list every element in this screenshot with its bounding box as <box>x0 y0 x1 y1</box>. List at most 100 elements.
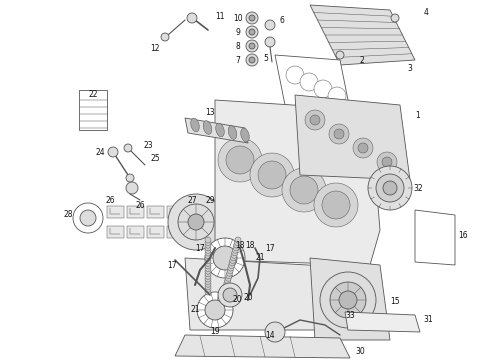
Circle shape <box>329 124 349 144</box>
Text: 1: 1 <box>416 111 420 120</box>
Circle shape <box>205 273 211 279</box>
Circle shape <box>376 174 404 202</box>
Text: 2: 2 <box>360 55 365 64</box>
Text: 4: 4 <box>423 8 428 17</box>
Circle shape <box>124 144 132 152</box>
Circle shape <box>320 272 376 328</box>
Bar <box>106 206 123 218</box>
Text: 21: 21 <box>255 253 265 262</box>
Circle shape <box>246 54 258 66</box>
Circle shape <box>225 275 231 281</box>
Circle shape <box>205 237 211 243</box>
Text: 18: 18 <box>245 240 255 249</box>
Circle shape <box>205 245 211 251</box>
Circle shape <box>232 247 239 253</box>
Circle shape <box>224 278 231 284</box>
Circle shape <box>305 110 325 130</box>
Bar <box>147 226 164 238</box>
Circle shape <box>205 247 211 253</box>
Circle shape <box>314 80 332 98</box>
Ellipse shape <box>203 121 212 134</box>
Circle shape <box>246 26 258 38</box>
Polygon shape <box>415 210 455 265</box>
Circle shape <box>353 138 373 158</box>
Polygon shape <box>345 312 420 332</box>
Text: 25: 25 <box>150 153 160 162</box>
Circle shape <box>368 166 412 210</box>
Bar <box>106 226 123 238</box>
Text: 23: 23 <box>143 140 153 149</box>
Circle shape <box>161 33 169 41</box>
Text: 21: 21 <box>190 306 200 315</box>
Circle shape <box>230 255 237 261</box>
Circle shape <box>226 270 233 276</box>
Circle shape <box>330 282 366 318</box>
Circle shape <box>249 43 255 49</box>
Circle shape <box>249 29 255 35</box>
Polygon shape <box>185 258 370 330</box>
Circle shape <box>205 284 211 290</box>
Circle shape <box>188 214 204 230</box>
Circle shape <box>265 322 285 342</box>
Circle shape <box>310 115 320 125</box>
Circle shape <box>213 246 237 270</box>
Circle shape <box>205 255 211 261</box>
Circle shape <box>218 138 262 182</box>
Text: 27: 27 <box>187 195 197 204</box>
Circle shape <box>205 287 211 292</box>
Circle shape <box>235 237 241 243</box>
Text: 17: 17 <box>167 261 177 270</box>
Circle shape <box>80 210 96 226</box>
Polygon shape <box>310 5 415 65</box>
Text: 19: 19 <box>210 328 220 337</box>
Circle shape <box>286 66 304 84</box>
Text: 8: 8 <box>236 41 241 50</box>
Bar <box>79 90 107 130</box>
Text: 30: 30 <box>355 347 365 356</box>
Circle shape <box>205 242 211 248</box>
Bar <box>147 206 164 218</box>
Circle shape <box>222 285 229 292</box>
Text: 18: 18 <box>235 240 245 249</box>
Circle shape <box>230 257 236 264</box>
Circle shape <box>205 260 211 266</box>
Text: 20: 20 <box>243 293 253 302</box>
Ellipse shape <box>216 123 224 137</box>
Circle shape <box>223 288 237 302</box>
Polygon shape <box>295 95 410 180</box>
Circle shape <box>358 143 368 153</box>
Circle shape <box>377 152 397 172</box>
Circle shape <box>205 271 211 277</box>
Circle shape <box>205 263 211 269</box>
Circle shape <box>205 276 211 282</box>
Circle shape <box>223 283 229 289</box>
Circle shape <box>234 242 240 248</box>
Text: 32: 32 <box>413 184 423 193</box>
Circle shape <box>246 12 258 24</box>
Circle shape <box>265 37 275 47</box>
Circle shape <box>246 40 258 52</box>
Circle shape <box>126 174 134 182</box>
Ellipse shape <box>228 126 237 139</box>
Circle shape <box>178 204 214 240</box>
Text: 33: 33 <box>345 311 355 320</box>
Circle shape <box>205 240 211 246</box>
Circle shape <box>218 283 242 307</box>
Circle shape <box>205 238 245 278</box>
Circle shape <box>300 73 318 91</box>
Polygon shape <box>175 335 350 358</box>
Circle shape <box>339 291 357 309</box>
Circle shape <box>126 182 138 194</box>
Circle shape <box>205 250 211 256</box>
Bar <box>167 226 183 238</box>
Text: 10: 10 <box>233 14 243 23</box>
Text: 24: 24 <box>95 148 105 157</box>
Text: 15: 15 <box>390 297 400 306</box>
Text: 22: 22 <box>88 90 98 99</box>
Circle shape <box>249 15 255 21</box>
Circle shape <box>205 258 211 264</box>
Circle shape <box>250 153 294 197</box>
Circle shape <box>282 168 326 212</box>
Text: 17: 17 <box>195 243 205 252</box>
Text: 5: 5 <box>264 54 269 63</box>
